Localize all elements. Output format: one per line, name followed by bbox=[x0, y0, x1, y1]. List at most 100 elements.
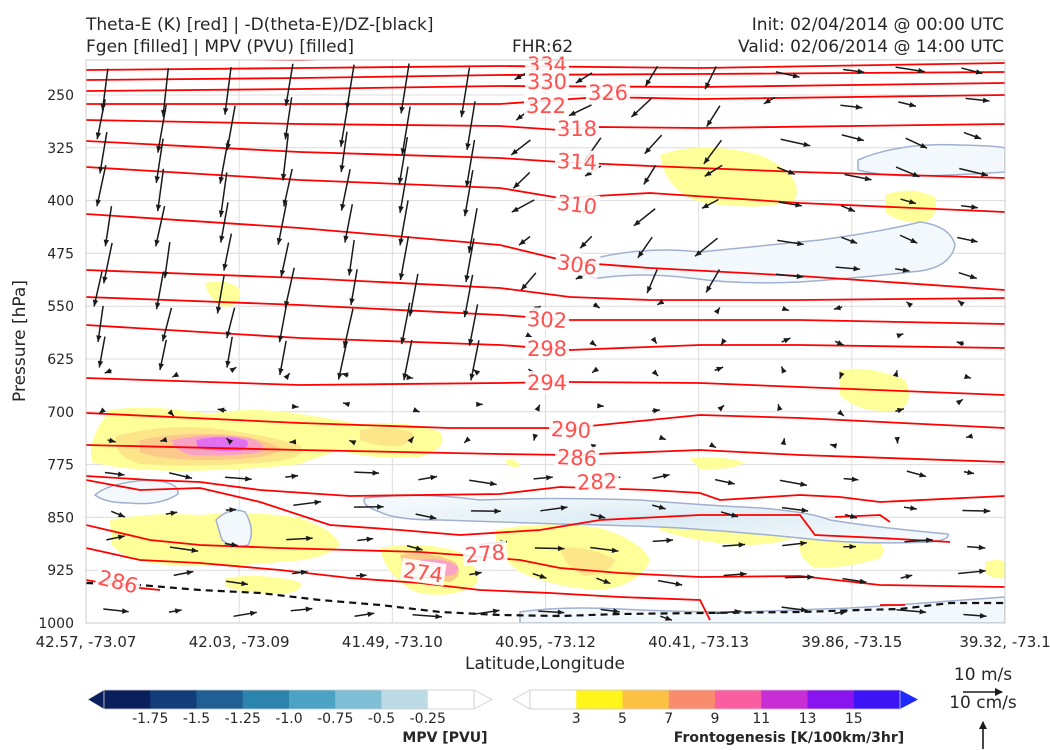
wind-vector-head bbox=[398, 273, 405, 280]
wind-vector-head bbox=[902, 267, 910, 273]
frontogenesis-fill bbox=[505, 459, 520, 468]
wind-vector-head bbox=[675, 581, 683, 587]
wind-vector-shaft bbox=[101, 68, 109, 111]
wind-vector-head bbox=[653, 407, 660, 414]
wind-vector-head bbox=[229, 507, 237, 513]
wind-vector-head bbox=[800, 540, 807, 547]
wind-vector-head bbox=[956, 341, 964, 347]
wind-vector-head bbox=[645, 79, 652, 87]
wind-vector-head bbox=[657, 299, 665, 305]
wind-vector-head bbox=[738, 542, 746, 548]
theta-e-label-background bbox=[586, 81, 630, 103]
theta-e-label-group: 306 bbox=[553, 249, 601, 280]
theta-e-contour-label: 298 bbox=[527, 337, 567, 361]
theta-e-label-background bbox=[399, 558, 447, 586]
wind-vector-head bbox=[800, 481, 807, 487]
fgen-colorbar-swatch bbox=[668, 690, 716, 709]
frontogenesis-fill bbox=[660, 147, 797, 207]
theta-e-label-group: 290 bbox=[548, 416, 594, 443]
wind-vector-head bbox=[896, 408, 904, 414]
wind-vector-shaft bbox=[401, 106, 411, 156]
theta-e-label-background bbox=[553, 190, 601, 218]
wind-vector-shaft bbox=[155, 205, 166, 247]
wind-vector-head bbox=[339, 139, 345, 147]
wind-vector-head bbox=[905, 574, 913, 580]
wind-vector-head bbox=[217, 407, 225, 413]
wind-vector-head bbox=[185, 474, 193, 480]
fgen-colorbar-tick: 9 bbox=[711, 711, 720, 727]
wind-vector-head bbox=[777, 404, 783, 411]
wind-vector-head bbox=[415, 545, 423, 551]
mpv-contour bbox=[857, 143, 1005, 177]
theta-e-contour-line bbox=[86, 377, 1005, 396]
wind-vector-head bbox=[662, 473, 670, 479]
theta-e-label-group: 298 bbox=[525, 337, 569, 361]
wind-vector-shaft bbox=[399, 236, 410, 281]
reference-vector-vertical-label: 10 cm/s bbox=[949, 693, 1017, 713]
reference-vector-vertical-head bbox=[979, 721, 987, 729]
wind-vector-head bbox=[372, 470, 380, 476]
mpv-colorbar-tick: -1.0 bbox=[275, 711, 302, 727]
fgen-colorbar-swatch bbox=[622, 690, 670, 709]
wind-vector-head bbox=[597, 402, 604, 409]
stability-dashed-contour bbox=[86, 581, 1005, 618]
mpv-colorbar-swatch bbox=[335, 690, 382, 709]
wind-vector-head bbox=[658, 434, 666, 440]
wind-vector-head bbox=[975, 69, 983, 75]
wind-vector-head bbox=[349, 298, 355, 305]
theta-e-contour-label: 314 bbox=[556, 149, 597, 175]
wind-vector-shaft bbox=[282, 134, 289, 181]
wind-vector-shaft bbox=[284, 267, 295, 308]
mpv-contour bbox=[579, 221, 956, 284]
wind-vector-head bbox=[167, 409, 174, 417]
wind-vector-head bbox=[412, 407, 420, 413]
theta-e-label-group: 326 bbox=[586, 81, 630, 105]
wind-vector-head bbox=[492, 608, 500, 614]
wind-vector-shaft bbox=[401, 302, 411, 345]
wind-vector-shaft bbox=[340, 169, 351, 211]
frontogenesis-fill bbox=[250, 412, 315, 429]
wind-vector-head bbox=[859, 578, 867, 584]
theta-e-contour-line bbox=[86, 269, 1005, 301]
wind-vector-head bbox=[468, 338, 474, 346]
wind-vector-shaft bbox=[468, 208, 478, 254]
wind-vector-head bbox=[856, 136, 864, 142]
y-axis-label: Pressure [hPa] bbox=[10, 280, 30, 402]
wind-vector-head bbox=[161, 334, 167, 342]
wind-vector-head bbox=[249, 610, 257, 617]
wind-vector-head bbox=[291, 403, 299, 410]
wind-vector-head bbox=[398, 238, 404, 246]
wind-vector-shaft bbox=[216, 274, 225, 314]
fgen-colorbar-swatch bbox=[853, 690, 901, 709]
wind-vector-shaft bbox=[399, 200, 409, 246]
wind-vector-head bbox=[231, 541, 238, 548]
theta-e-contour-line bbox=[86, 547, 711, 621]
wind-vector-head bbox=[463, 209, 469, 217]
wind-vector-head bbox=[781, 366, 787, 374]
wind-vector-head bbox=[156, 145, 162, 153]
x-tick-label: 39.32, -73.1 bbox=[959, 633, 1050, 651]
wind-vector-head bbox=[967, 469, 975, 476]
wind-vector-shaft bbox=[398, 136, 409, 185]
wind-vector-head bbox=[631, 110, 638, 118]
theta-e-contour-label: 294 bbox=[527, 371, 567, 395]
wind-vector-head bbox=[222, 263, 228, 271]
wind-vector-shaft bbox=[463, 274, 474, 318]
wind-vector-head bbox=[560, 505, 568, 511]
wind-vector-head bbox=[979, 568, 986, 575]
y-tick-label: 400 bbox=[47, 194, 74, 210]
wind-vector-shaft bbox=[465, 238, 475, 283]
wind-vector-shaft bbox=[340, 131, 348, 173]
wind-vector-head bbox=[912, 171, 920, 177]
wind-vector-head bbox=[469, 373, 475, 381]
theta-e-label-background bbox=[555, 117, 599, 139]
wind-vector-head bbox=[598, 513, 606, 520]
wind-vector-head bbox=[853, 265, 861, 272]
wind-vector-head bbox=[155, 204, 162, 212]
theta-e-label-group: 314 bbox=[554, 148, 600, 175]
wind-vector-head bbox=[850, 238, 858, 244]
wind-vector-head bbox=[300, 569, 308, 576]
wind-vector-shaft bbox=[409, 273, 419, 317]
